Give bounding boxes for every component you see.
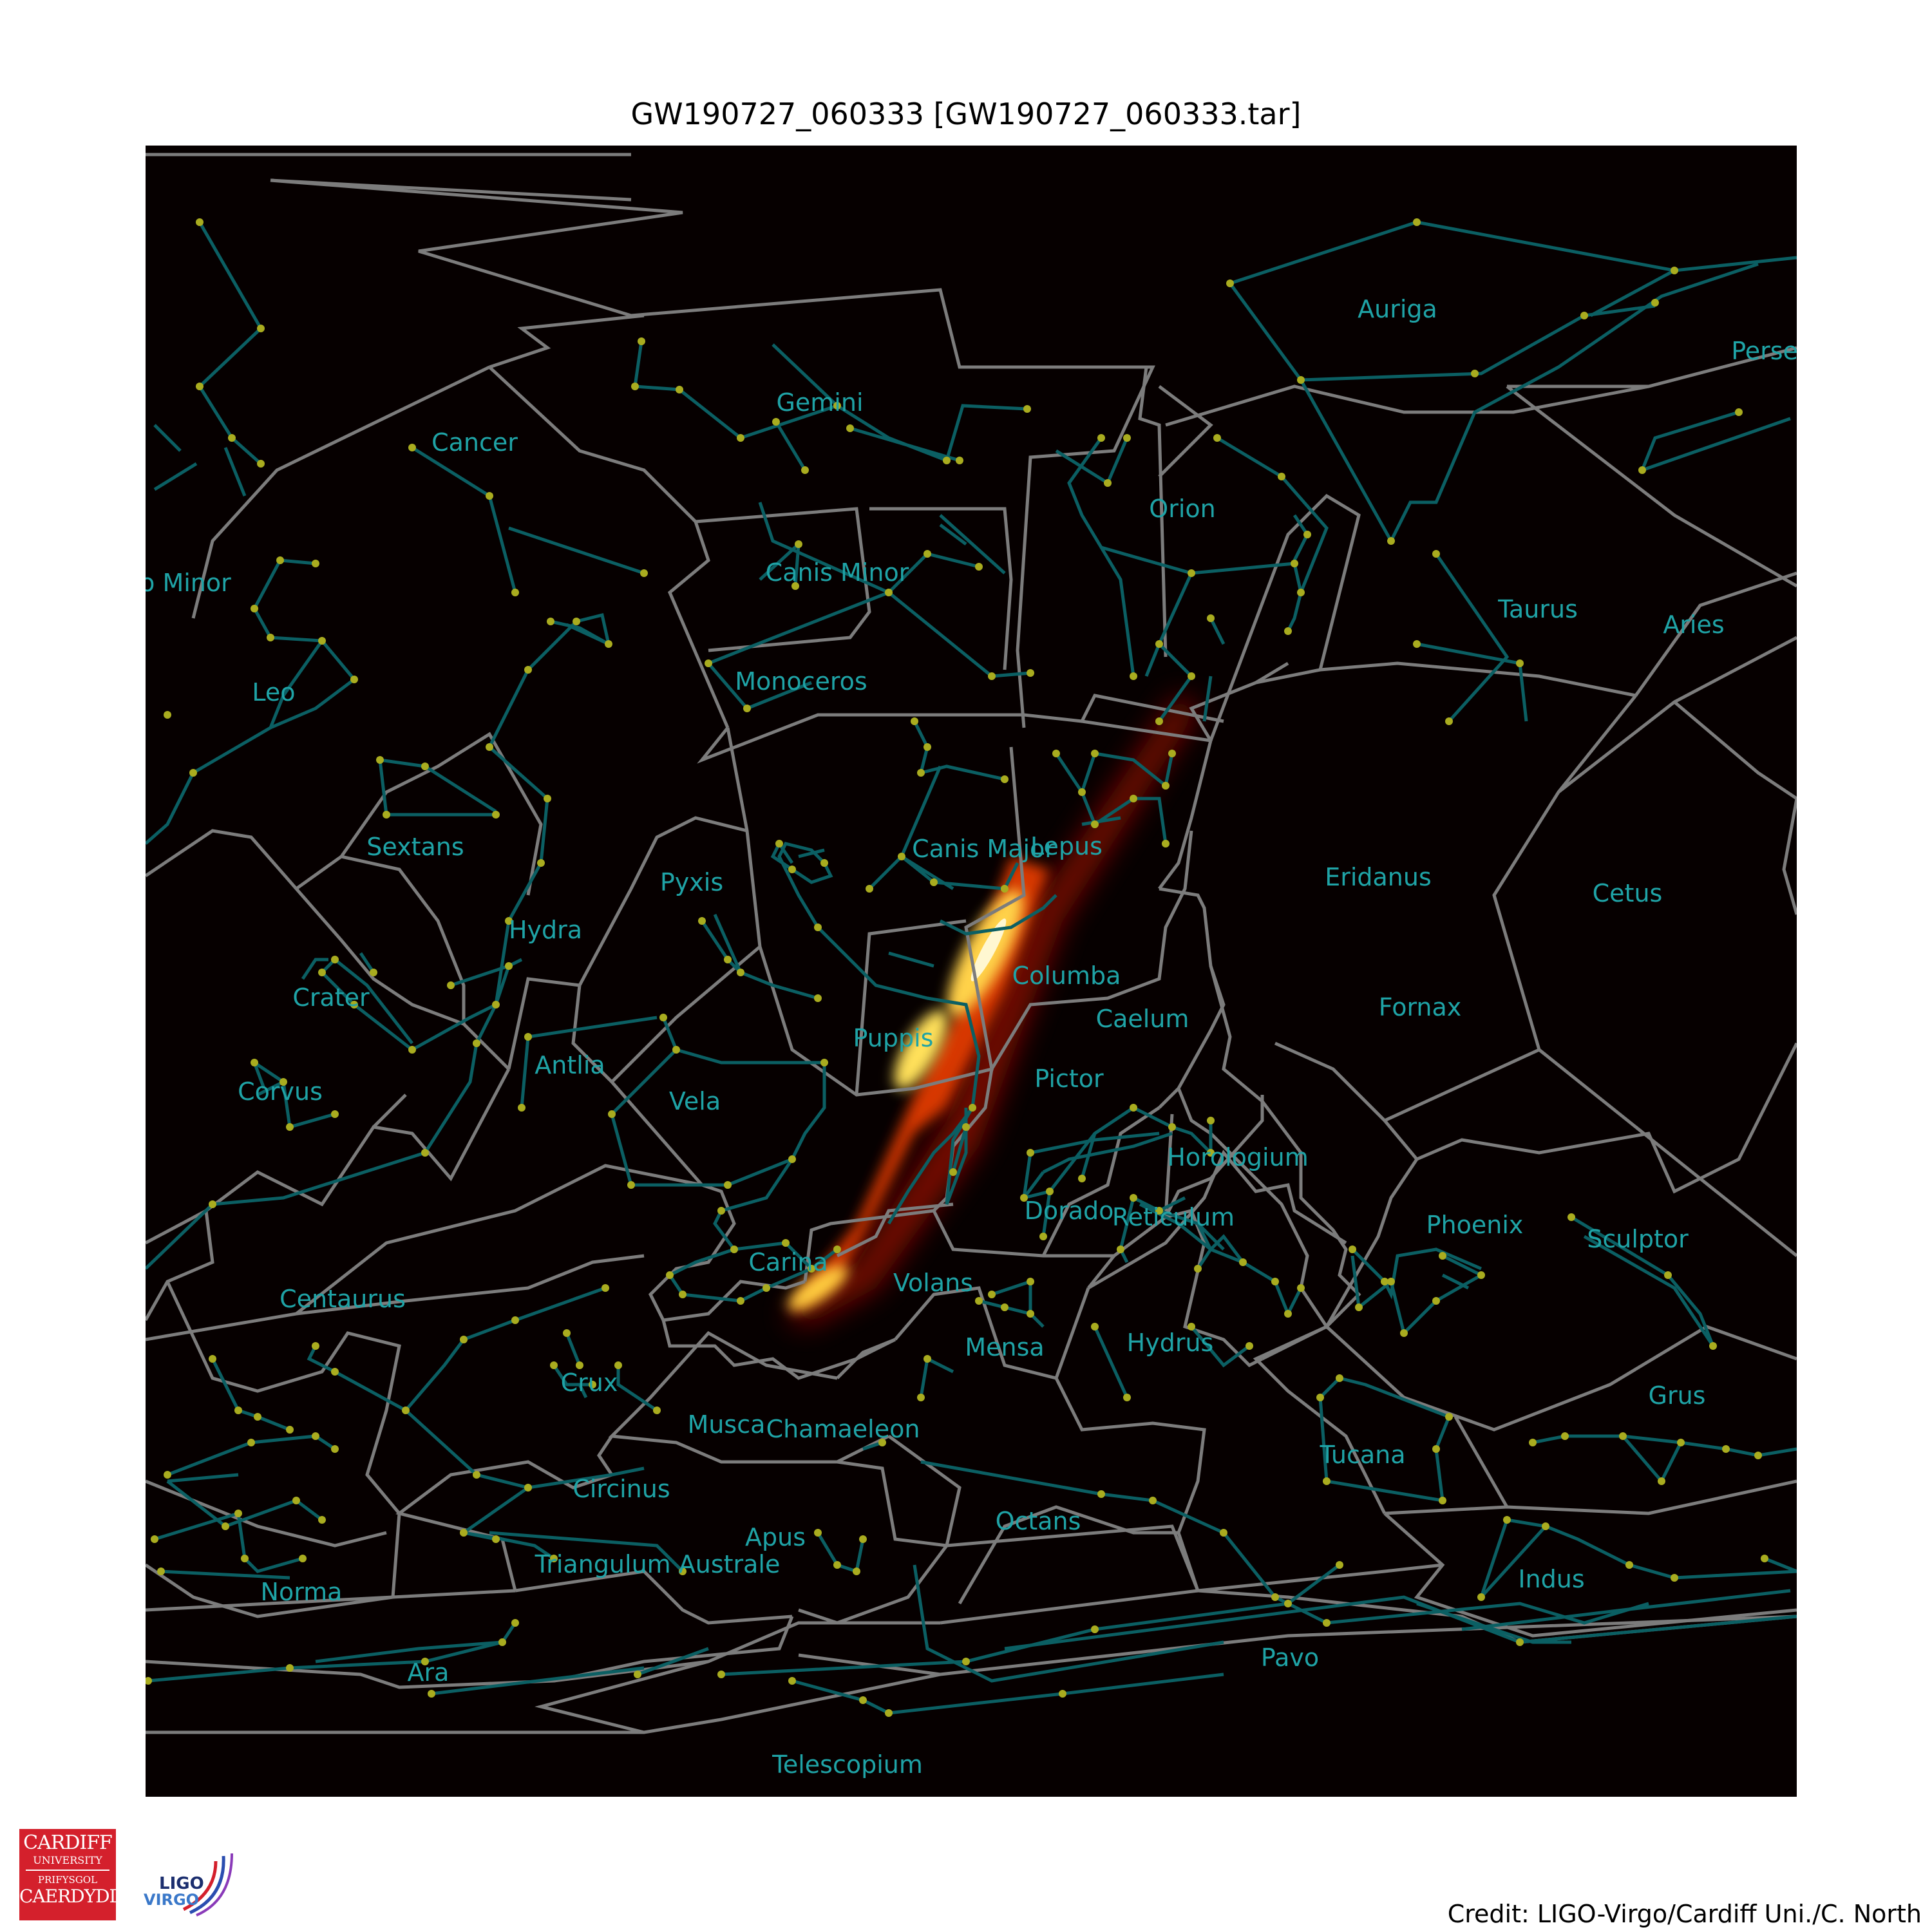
label-tucana: Tucana [1319, 1441, 1405, 1469]
label-circinus: Circinus [573, 1475, 670, 1503]
label-hydrus: Hydrus [1127, 1329, 1214, 1357]
label-canis-minor: Canis Minor [766, 558, 909, 587]
label-gemini: Gemini [776, 388, 863, 417]
constellation-boundaries [146, 153, 1797, 1734]
label-mensa: Mensa [965, 1333, 1044, 1361]
ligo-virgo-logo: LIGO VIRGO [138, 1848, 235, 1919]
label-auriga: Auriga [1358, 295, 1437, 323]
label-caelum: Caelum [1096, 1005, 1189, 1033]
label-norma: Norma [261, 1578, 343, 1606]
label-vela: Vela [669, 1087, 721, 1115]
probability-core-2 [894, 1010, 948, 1090]
label-triangulum-australe: Triangulum Australe [535, 1550, 781, 1578]
label-hydra: Hydra [509, 916, 582, 944]
label-monoceros: Monoceros [735, 667, 867, 696]
label-sextans: Sextans [366, 833, 464, 861]
label-cancer: Cancer [431, 428, 518, 457]
label-apus: Apus [745, 1523, 806, 1551]
label-pavo: Pavo [1261, 1643, 1319, 1672]
label-lepus: Lepus [1030, 832, 1103, 860]
cardiff-logo-divider [26, 1870, 109, 1871]
ligo-logo-text: LIGO [159, 1874, 204, 1893]
label-dorado: Dorado [1025, 1197, 1114, 1225]
label-horologium: Horologium [1167, 1143, 1308, 1171]
label-leo-minor: Leo Minor [146, 569, 231, 597]
label-grus: Grus [1649, 1381, 1706, 1410]
credit-text: Credit: LIGO-Virgo/Cardiff Uni./C. North [1447, 1900, 1922, 1928]
cardiff-university-logo: CARDIFF UNIVERSITY PRIFYSGOL CAERDYDD [19, 1829, 124, 1920]
stars [146, 218, 1768, 1717]
label-antlia: Antlia [535, 1051, 605, 1079]
label-volans: Volans [893, 1269, 973, 1297]
map-title: GW190727_060333 [GW190727_060333.tar] [630, 97, 1302, 131]
label-columba: Columba [1012, 961, 1121, 990]
ligo-arcs-icon [182, 1853, 233, 1917]
sky-map: Auriga Perseus Gemini Cancer Orion Leo M… [146, 146, 1797, 1797]
virgo-logo-text: VIRGO [144, 1891, 200, 1909]
label-puppis: Puppis [853, 1024, 934, 1052]
cardiff-logo-line3: PRIFYSGOL [37, 1874, 98, 1886]
cardiff-logo-line1: CARDIFF [23, 1832, 113, 1854]
label-phoenix: Phoenix [1426, 1211, 1524, 1239]
label-leo: Leo [252, 678, 295, 706]
label-canis-major: Canis Major [912, 835, 1055, 863]
label-orion: Orion [1149, 495, 1215, 523]
label-telescopium: Telescopium [772, 1750, 923, 1779]
label-eridanus: Eridanus [1325, 863, 1432, 891]
label-perseus: Perseus [1731, 337, 1797, 365]
cardiff-logo-line2: UNIVERSITY [33, 1854, 102, 1866]
probability-core-3 [788, 1265, 848, 1311]
label-reticulum: Reticulum [1112, 1203, 1235, 1231]
sky-map-svg: Auriga Perseus Gemini Cancer Orion Leo M… [146, 153, 1797, 1779]
label-fornax: Fornax [1379, 993, 1462, 1021]
label-taurus: Taurus [1497, 595, 1578, 623]
label-octans: Octans [996, 1507, 1081, 1535]
label-centaurus: Centaurus [279, 1285, 406, 1313]
label-ara: Ara [408, 1658, 450, 1687]
label-corvus: Corvus [238, 1077, 323, 1106]
label-carina: Carina [748, 1248, 828, 1276]
label-aries: Aries [1663, 611, 1724, 639]
probability-peak [971, 918, 1007, 981]
label-indus: Indus [1518, 1565, 1584, 1593]
label-sculptor: Sculptor [1587, 1225, 1689, 1253]
constellation-labels: Auriga Perseus Gemini Cancer Orion Leo M… [146, 295, 1797, 1779]
cardiff-logo-line4: CAERDYDD [19, 1886, 124, 1907]
label-crater: Crater [292, 983, 370, 1012]
label-pyxis: Pyxis [660, 868, 723, 896]
label-cetus: Cetus [1593, 879, 1663, 907]
label-musca: Musca [688, 1410, 766, 1439]
label-chamaeleon: Chamaeleon [766, 1415, 920, 1443]
label-crux: Crux [561, 1368, 618, 1397]
label-pictor: Pictor [1034, 1065, 1104, 1093]
